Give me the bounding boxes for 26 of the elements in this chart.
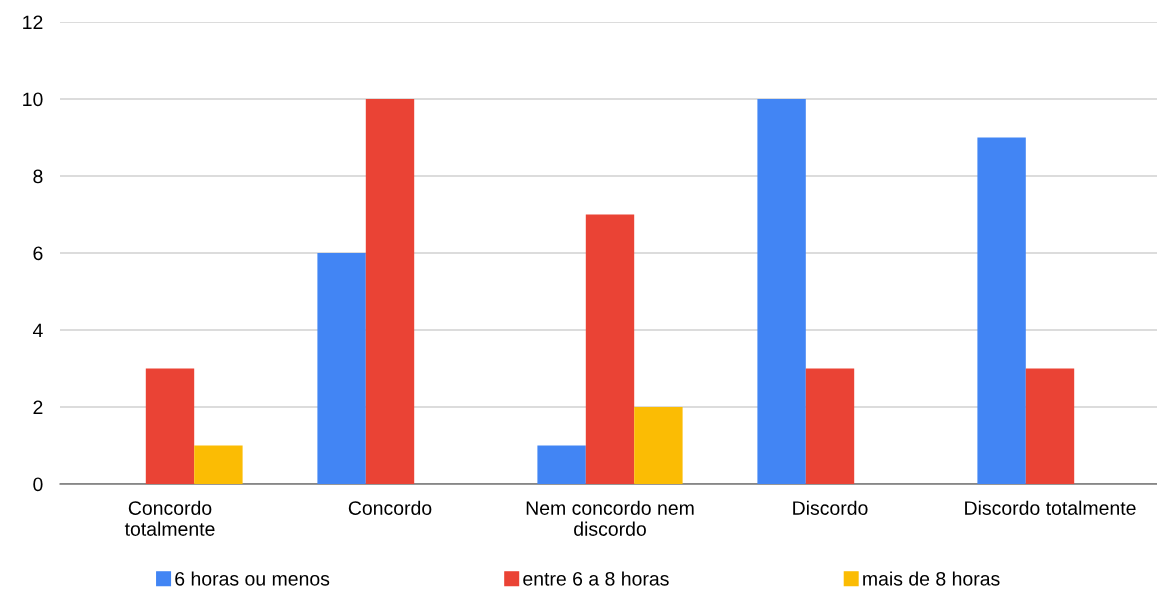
y-tick-label: 10 [23,92,43,107]
x-tick-label: Discordo totalmente [965,500,1136,515]
bar [977,137,1026,484]
y-tick-label: 4 [32,323,43,338]
bar [537,445,586,484]
legend-label: 6 horas ou menos [175,571,330,586]
bar [757,99,806,484]
x-tick-label: Concordo [348,500,432,515]
y-tick-label: 0 [33,477,43,492]
bar [585,214,635,484]
bar [1025,368,1075,484]
bar [365,99,415,484]
bar [634,407,683,484]
bar [805,368,855,484]
y-tick-label: 2 [33,400,43,415]
legend-label: mais de 8 horas [863,571,1000,586]
y-tick-label: 6 [33,246,43,261]
y-tick-label: 8 [33,169,43,184]
legend-label: entre 6 a 8 horas [523,571,669,586]
bar [317,253,366,484]
bar [194,445,243,484]
y-tick-label: 12 [23,15,43,30]
x-tick-label: Discordo [793,500,868,515]
bar [145,368,195,484]
x-tick-label: Concordo totalmente [124,500,215,536]
x-tick-label: Nem concordo nem discordo [526,500,694,536]
